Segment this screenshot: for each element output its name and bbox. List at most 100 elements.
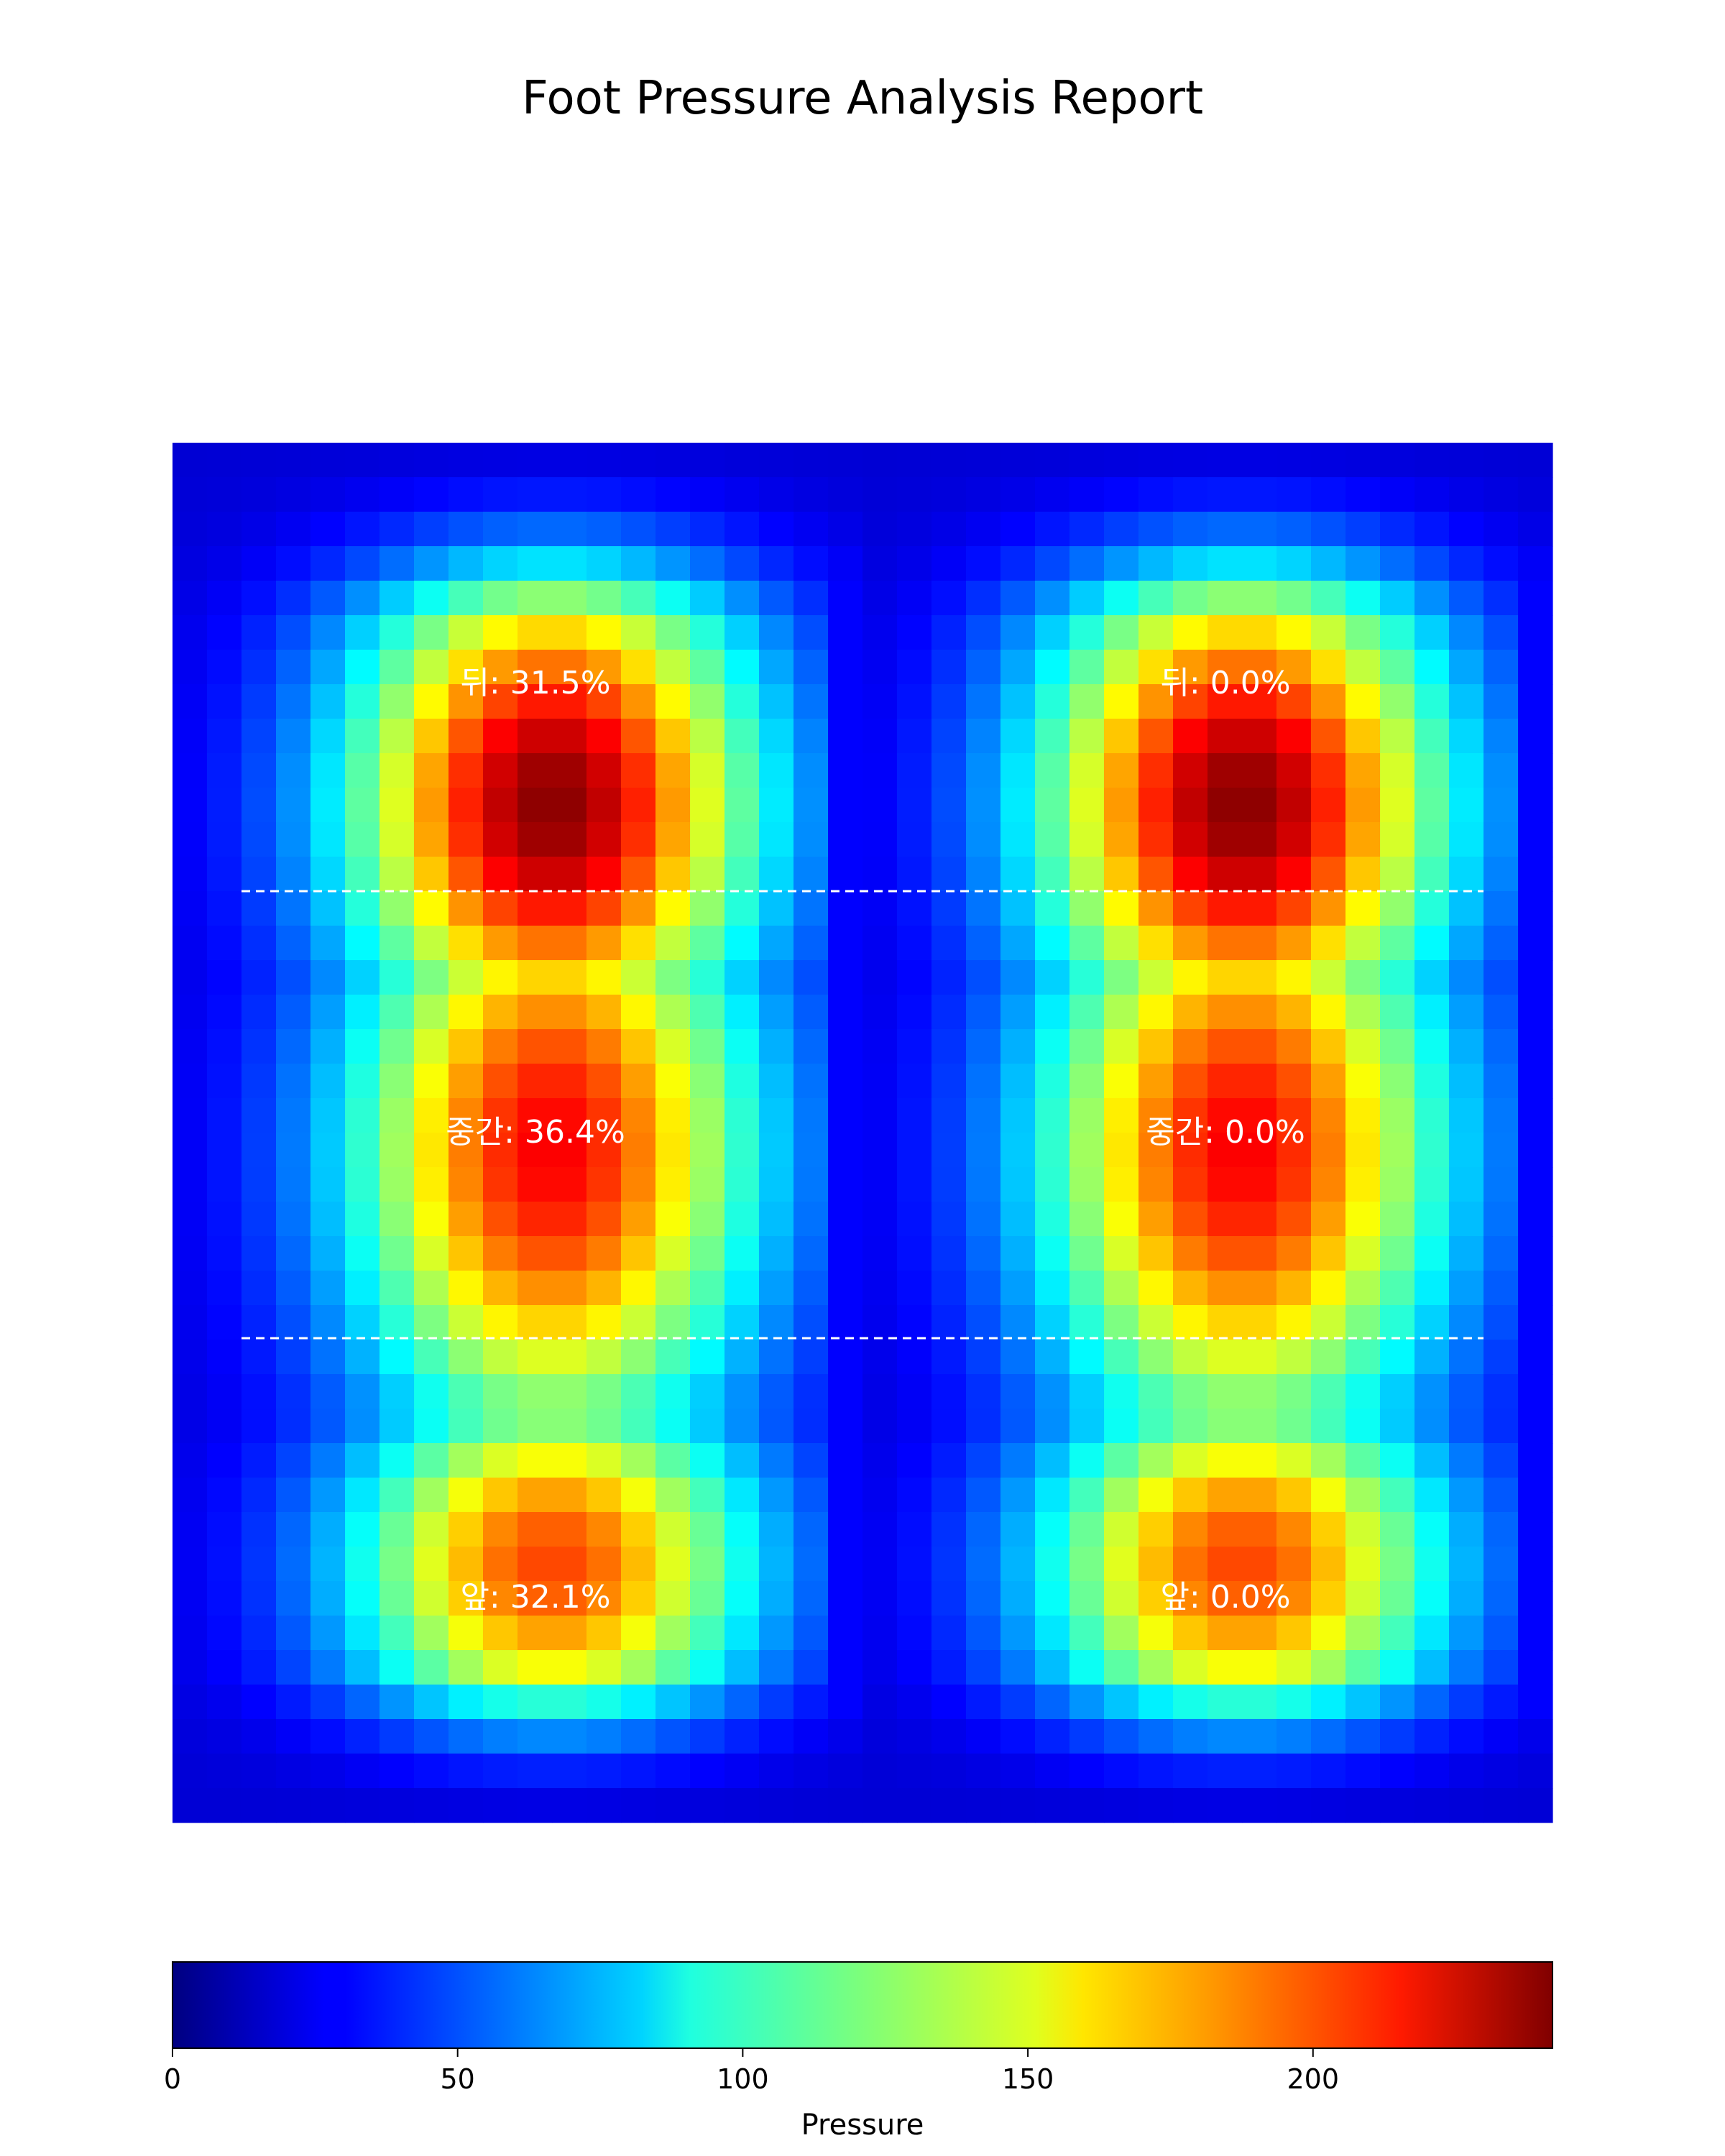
heatmap-cell [172,1202,208,1237]
heatmap-cell [1104,443,1139,478]
heatmap-cell [586,857,622,892]
heatmap-cell [1380,857,1415,892]
heatmap-cell [1518,650,1553,685]
heatmap-cell [1311,1409,1346,1444]
colorbar-tick-label: 0 [164,2063,181,2095]
heatmap-cell [862,1305,898,1340]
heatmap-cell [621,477,656,512]
heatmap-cell [690,443,725,478]
heatmap-cell [724,1374,760,1409]
heatmap-cell [1449,1064,1484,1099]
heatmap-cell [621,650,656,685]
heatmap-cell [448,822,484,857]
heatmap-cell [448,684,484,719]
heatmap-cell [1414,1167,1450,1202]
heatmap-cell [897,788,932,823]
heatmap-cell [1380,1409,1415,1444]
heatmap-cell [483,1512,518,1547]
heatmap-cell [1380,1236,1415,1271]
heatmap-cell [518,822,553,857]
heatmap-cell [656,1098,691,1133]
heatmap-cell [1138,650,1174,685]
heatmap-cell [242,1098,277,1133]
heatmap-cell [483,477,518,512]
heatmap-cell [1000,1443,1036,1478]
heatmap-cell [1380,615,1415,650]
heatmap-cell [966,1202,1001,1237]
heatmap-cell [380,857,415,892]
heatmap-cell [1208,1443,1243,1478]
heatmap-cell [621,1443,656,1478]
heatmap-cell [1173,891,1208,926]
heatmap-cell [1484,1167,1519,1202]
heatmap-cell [1138,960,1174,995]
heatmap-cell [690,995,725,1030]
heatmap-cell [414,546,449,581]
heatmap-cell [1242,615,1277,650]
heatmap-cell [586,684,622,719]
heatmap-cell [1346,546,1381,581]
heatmap-cell [1208,788,1243,823]
heatmap-cell [552,1236,587,1271]
heatmap-cell [518,1271,553,1306]
heatmap-cell [448,512,484,547]
heatmap-cell [1484,1029,1519,1064]
heatmap-cell [1242,1236,1277,1271]
heatmap-cell [897,1236,932,1271]
heatmap-cell [518,1133,553,1168]
heatmap-cell [380,995,415,1030]
heatmap-cell [1208,719,1243,754]
heatmap-cell [586,1443,622,1478]
heatmap-cell [621,753,656,788]
heatmap-cell [1208,581,1243,616]
heatmap-cell [1070,753,1105,788]
heatmap-cell [1070,926,1105,961]
heatmap-cell [1000,1202,1036,1237]
heatmap-cell [1138,1133,1174,1168]
heatmap-cell [242,581,277,616]
heatmap-cell [1414,650,1450,685]
heatmap-cell [518,443,553,478]
heatmap-cell [518,891,553,926]
heatmap-cell [759,1409,794,1444]
heatmap-cell [759,1374,794,1409]
heatmap-cell [1346,753,1381,788]
heatmap-cell [862,719,898,754]
heatmap-cell [1276,1029,1312,1064]
heatmap-cell [656,512,691,547]
heatmap-cell [1484,822,1519,857]
heatmap-cell [621,1512,656,1547]
heatmap-cell [1138,1512,1174,1547]
heatmap-cell [862,995,898,1030]
heatmap-cell [414,788,449,823]
heatmap-cell [759,891,794,926]
heatmap-cell [897,926,932,961]
heatmap-cell [1276,443,1312,478]
heatmap-cell [966,1098,1001,1133]
heatmap-cell [483,960,518,995]
heatmap-cell [172,546,208,581]
heatmap-cell [345,1029,380,1064]
heatmap-cell [552,822,587,857]
heatmap-cell [242,788,277,823]
heatmap-cell [690,719,725,754]
heatmap-cell [1000,719,1036,754]
heatmap-cell [1449,822,1484,857]
heatmap-cell [724,615,760,650]
heatmap-cell [586,1133,622,1168]
heatmap-cell [1173,684,1208,719]
heatmap-cell [690,1271,725,1306]
heatmap-cell [483,788,518,823]
heatmap-cell [1104,1512,1139,1547]
heatmap-cell [207,684,242,719]
heatmap-cell [724,546,760,581]
heatmap-cell [656,857,691,892]
heatmap-cell [207,615,242,650]
heatmap-cell [1104,684,1139,719]
heatmap-cell [1346,1340,1381,1375]
heatmap-cell [656,891,691,926]
heatmap-cell [1035,822,1070,857]
heatmap-cell [552,1167,587,1202]
heatmap-cell [345,443,380,478]
heatmap-cell [1138,1029,1174,1064]
